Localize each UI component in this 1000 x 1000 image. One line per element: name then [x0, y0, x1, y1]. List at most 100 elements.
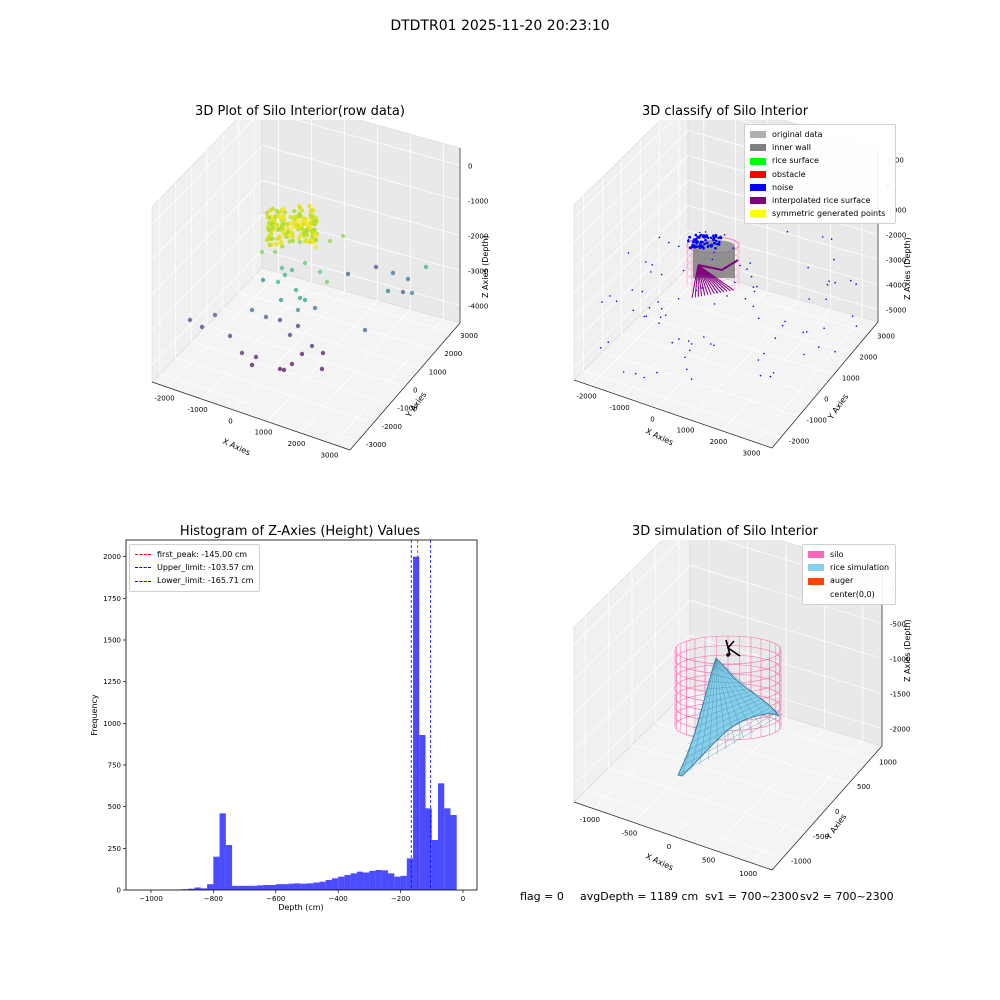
- raw-x-label: X Axies: [221, 437, 252, 458]
- histogram-bar: [438, 783, 445, 890]
- classify-legend-label: symmetric generated points: [772, 209, 886, 219]
- classify-z-tick: -2000: [886, 232, 906, 240]
- raw-point: [280, 244, 285, 249]
- classify-noise-point: [622, 371, 625, 373]
- histogram-bar: [450, 815, 457, 890]
- histogram-bar: [350, 873, 357, 890]
- histogram-y-tick: 250: [108, 845, 121, 853]
- raw-z-label: Z Axies (Depth): [481, 235, 490, 298]
- classify-noise-point: [699, 233, 703, 237]
- simulation-rice-mesh: [715, 657, 753, 733]
- classify-noise-point: [693, 238, 696, 241]
- raw-point: [297, 205, 303, 211]
- raw-point: [304, 227, 310, 232]
- simulation-rice-mesh: [703, 688, 748, 698]
- simulation-grid-y: [585, 615, 784, 858]
- classify-noise-point: [850, 279, 852, 282]
- raw-point: [311, 208, 316, 213]
- classify-noise-point: [834, 350, 836, 353]
- classify-z-tick: -4000: [886, 282, 906, 290]
- histogram-y-tick: 1250: [103, 678, 121, 686]
- histogram-x-tick: −1000: [139, 895, 163, 903]
- histogram-bar: [431, 840, 438, 890]
- classify-legend-item: rice surface: [750, 154, 890, 167]
- classify-y-tick: -1000: [807, 417, 827, 425]
- histogram-bar: [325, 880, 332, 890]
- classify-noise-point: [723, 234, 726, 236]
- simulation-rice-mesh: [690, 702, 764, 737]
- histogram-legend-line: [135, 554, 151, 556]
- classify-noise-point: [718, 240, 721, 244]
- classify-legend-swatch: [750, 197, 766, 205]
- raw-point: [400, 289, 406, 295]
- simulation-grid-y: [631, 570, 828, 809]
- histogram-y-tick: 2000: [103, 553, 121, 561]
- raw-grid-x: [300, 134, 411, 434]
- simulation-legend-label: rice simulation: [830, 563, 890, 573]
- histogram-y-tick: 1750: [103, 595, 121, 603]
- classify-noise-point: [686, 368, 688, 371]
- classify-noise-point: [851, 315, 854, 317]
- classify-noise-point: [759, 374, 762, 377]
- classify-z-tick: -3000: [886, 257, 906, 265]
- classify-grid-y: [659, 121, 852, 354]
- sv2-text: sv2 = 700~2300: [800, 890, 894, 903]
- simulation-y-tick: -1000: [791, 858, 811, 866]
- histogram-bar: [388, 873, 395, 890]
- classify-interp-surface: [697, 264, 706, 296]
- classify-noise-point: [734, 281, 736, 284]
- classify-noise-point: [713, 238, 716, 241]
- simulation-x-label: X Axies: [644, 852, 675, 873]
- raw-grid-x: [201, 120, 312, 400]
- classify-grid-y: [621, 158, 817, 396]
- simulation-legend-swatch: [808, 551, 824, 559]
- simulation-y-axis: [771, 745, 883, 871]
- classify-noise-point: [601, 301, 603, 303]
- classify-noise-point: [699, 241, 702, 245]
- raw-point: [277, 366, 283, 372]
- classify-noise-point: [855, 283, 857, 285]
- classify-noise-point: [615, 300, 618, 303]
- raw-point: [270, 225, 275, 230]
- histogram-bar: [344, 875, 351, 890]
- classify-noise-point: [690, 246, 693, 249]
- histogram-bar: [406, 858, 414, 890]
- simulation-rice-mesh: [715, 657, 744, 738]
- histogram-bar: [288, 883, 295, 890]
- classify-noise-point: [660, 307, 663, 310]
- raw-point: [287, 332, 293, 338]
- raw-z-tick: -2000: [468, 233, 488, 241]
- classify-noise-point: [696, 235, 699, 239]
- simulation-z-tick: -2000: [890, 726, 910, 734]
- raw-z-tick: -1000: [468, 198, 488, 206]
- classify-noise-point: [689, 349, 691, 352]
- raw-point: [290, 238, 296, 243]
- raw-y-tick: -1000: [397, 405, 417, 413]
- raw-point: [312, 305, 318, 311]
- raw-point: [285, 230, 290, 235]
- raw-point: [277, 214, 282, 220]
- classify-grid-y: [602, 177, 799, 417]
- histogram-bar: [275, 884, 282, 890]
- raw-point: [253, 354, 259, 360]
- simulation-3d-plot: -1000-50005001000-1000-500050010000-500-…: [573, 540, 912, 878]
- raw-point: [249, 307, 255, 313]
- raw-point: [299, 351, 305, 357]
- simulation-grid-y: [677, 540, 872, 759]
- raw-grid-y: [222, 133, 421, 369]
- histogram-x-tick: −400: [329, 895, 348, 903]
- raw-point: [303, 216, 308, 222]
- histogram-y-tick: 1500: [103, 637, 121, 645]
- histogram-y-tick: 750: [108, 762, 121, 770]
- classify-noise-point: [825, 298, 827, 301]
- histogram-bar: [207, 884, 214, 890]
- raw-x-tick: 2000: [288, 440, 306, 448]
- simulation-x-tick: 0: [667, 843, 671, 851]
- classify-legend-label: inner wall: [772, 143, 812, 153]
- classify-noise-point: [709, 236, 713, 240]
- classify-noise-point: [690, 343, 693, 345]
- classify-noise-point: [714, 239, 718, 243]
- classify-noise-point: [769, 375, 772, 378]
- classify-interp-surface: [697, 264, 703, 297]
- simulation-y-tick: 0: [835, 808, 839, 816]
